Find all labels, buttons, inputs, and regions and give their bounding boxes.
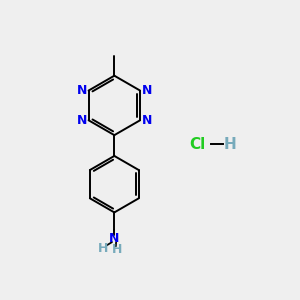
Text: H: H xyxy=(98,242,108,256)
Text: N: N xyxy=(77,84,87,97)
Text: N: N xyxy=(109,232,119,245)
Text: H: H xyxy=(224,136,237,152)
Text: N: N xyxy=(141,84,152,97)
Text: Cl: Cl xyxy=(189,136,206,152)
Text: N: N xyxy=(141,114,152,127)
Text: N: N xyxy=(77,114,87,127)
Text: H: H xyxy=(112,243,122,256)
